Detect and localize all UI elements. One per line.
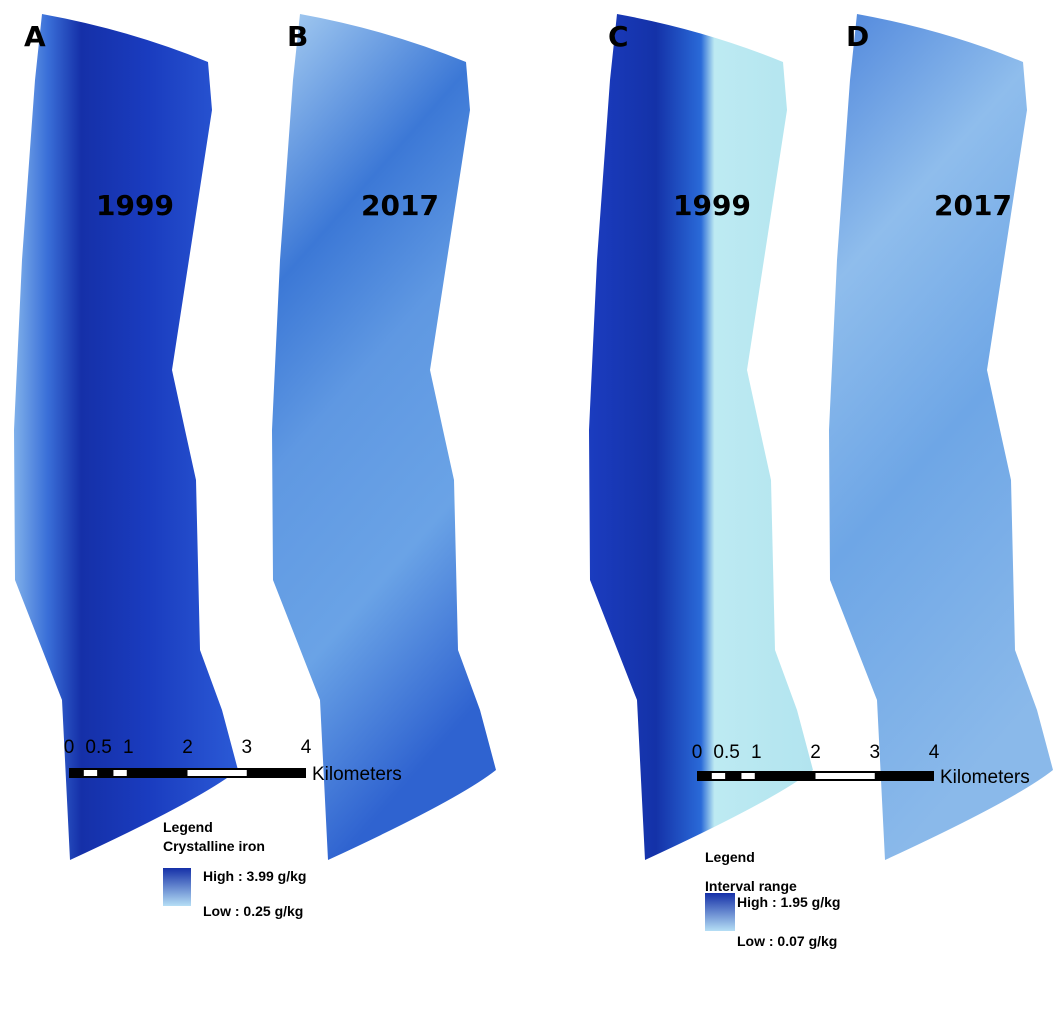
scale-bar-segment xyxy=(84,770,97,776)
scale-tick: 3 xyxy=(869,742,880,763)
panel-year: 2017 xyxy=(361,189,439,222)
legend-high: High : 1.95 g/kg xyxy=(737,894,840,910)
panel-year: 1999 xyxy=(673,189,751,222)
scale-tick: 4 xyxy=(929,742,940,763)
legend-swatch xyxy=(163,868,191,906)
scale-tick: 0.5 xyxy=(713,742,739,763)
panel-letter: C xyxy=(608,20,629,53)
scale-tick: 1 xyxy=(751,742,762,763)
scale-tick: 0 xyxy=(64,737,75,758)
legend-title: Legend xyxy=(705,849,755,865)
map-strip xyxy=(272,14,496,860)
map-strip xyxy=(829,14,1053,860)
legend-low: Low : 0.07 g/kg xyxy=(737,933,837,949)
scale-tick: 0 xyxy=(692,742,703,763)
scale-bar-segment xyxy=(816,773,875,779)
scale-tick: 4 xyxy=(301,737,312,758)
legend-high: High : 3.99 g/kg xyxy=(203,868,306,884)
scale-tick: 3 xyxy=(241,737,252,758)
legend-low: Low : 0.25 g/kg xyxy=(203,903,303,919)
scale-tick: 2 xyxy=(182,737,193,758)
panel-letter: D xyxy=(846,20,869,53)
scale-bar-segment xyxy=(712,773,725,779)
scale-tick: 0.5 xyxy=(85,737,111,758)
figure: A 1999 B 2017 C 1999 D 2017 Legend Crystalline ir… xyxy=(0,0,1054,1034)
maps xyxy=(14,14,1053,860)
scale-unit: Kilometers xyxy=(312,764,402,785)
panel-letter: B xyxy=(287,20,308,53)
map-strip xyxy=(14,14,238,860)
map-strip xyxy=(589,14,813,860)
scale-tick: 1 xyxy=(123,737,134,758)
scale-bar-segment xyxy=(113,770,126,776)
legend-swatch xyxy=(705,893,735,931)
legend-variable: Interval range xyxy=(705,878,797,894)
panel-year: 1999 xyxy=(96,189,174,222)
panel-year: 2017 xyxy=(934,189,1012,222)
scale-bar-segment xyxy=(188,770,247,776)
panel-letter: A xyxy=(24,20,46,53)
scale-unit: Kilometers xyxy=(940,767,1030,788)
legend-title: Legend xyxy=(163,819,213,835)
scale-tick: 2 xyxy=(810,742,821,763)
scale-bar-segment xyxy=(741,773,754,779)
legend-variable: Crystalline iron xyxy=(163,838,265,854)
